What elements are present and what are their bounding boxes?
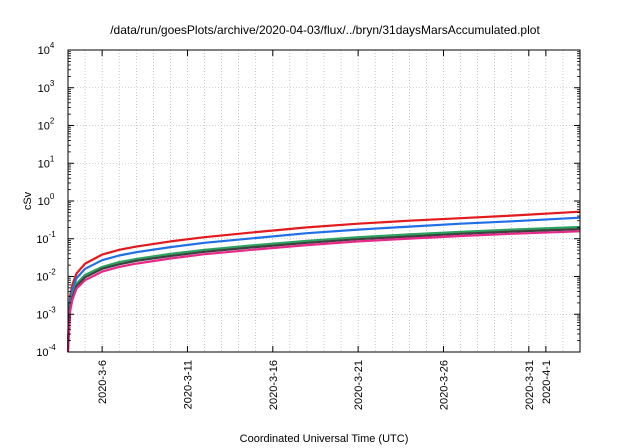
y-tick-label: 10-1 xyxy=(36,230,56,246)
y-tick-base: 10 xyxy=(38,45,50,57)
x-tick-label: 2020-3-6 xyxy=(97,360,109,404)
x-tick-label: 2020-3-26 xyxy=(438,360,450,410)
y-tick-label: 101 xyxy=(38,154,55,170)
y-tick-base: 10 xyxy=(36,309,48,321)
x-tick-label: 2020-3-16 xyxy=(268,360,280,410)
chart-title: /data/run/goesPlots/archive/2020-04-03/f… xyxy=(110,23,540,37)
y-tick-exponent: -3 xyxy=(49,305,57,314)
series-line xyxy=(66,230,581,353)
x-axis-label: Coordinated Universal Time (UTC) xyxy=(240,433,409,445)
y-tick-exponent: -2 xyxy=(49,268,57,277)
y-tick-label: 100 xyxy=(38,192,55,208)
series-line xyxy=(66,216,581,346)
y-tick-label: 103 xyxy=(38,79,55,95)
y-tick-base: 10 xyxy=(38,196,50,208)
x-tick-label: 2020-3-31 xyxy=(524,360,536,410)
y-tick-base: 10 xyxy=(38,158,50,170)
y-tick-base: 10 xyxy=(36,234,48,246)
y-tick-label: 102 xyxy=(38,117,55,133)
series-line xyxy=(66,210,581,341)
x-tick-label: 2020-4-1 xyxy=(541,360,553,404)
y-tick-exponent: 4 xyxy=(50,41,55,50)
y-tick-label: 10-2 xyxy=(36,268,56,284)
grid xyxy=(68,50,580,352)
y-tick-label: 104 xyxy=(38,41,55,57)
series-group xyxy=(66,210,581,353)
x-tick-label: 2020-3-11 xyxy=(182,360,194,409)
y-axis-label: cSv xyxy=(22,191,34,210)
y-tick-exponent: 3 xyxy=(50,79,55,88)
y-tick-base: 10 xyxy=(36,272,48,284)
y-tick-exponent: 2 xyxy=(50,117,55,126)
y-tick-label: 10-3 xyxy=(36,305,56,321)
y-tick-exponent: -1 xyxy=(49,230,57,239)
y-tick-base: 10 xyxy=(38,83,50,95)
y-tick-exponent: -4 xyxy=(49,343,57,352)
y-tick-exponent: 1 xyxy=(50,154,55,163)
x-axis: 2020-3-6 2020-3-11 2020-3-16 2020-3-21 2020-… xyxy=(97,50,553,410)
y-tick-base: 10 xyxy=(36,347,48,359)
y-tick-base: 10 xyxy=(38,121,50,133)
y-tick-exponent: 0 xyxy=(50,192,55,201)
y-tick-label: 10-4 xyxy=(36,343,56,359)
x-tick-label: 2020-3-21 xyxy=(353,360,365,410)
